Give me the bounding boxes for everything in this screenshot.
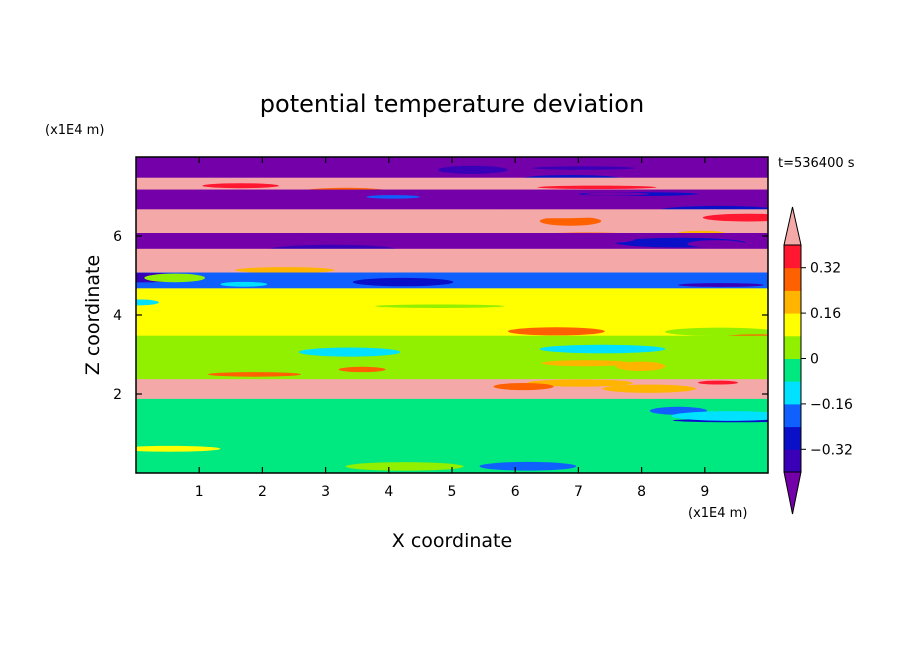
colorbar-tick-label: 0 xyxy=(810,352,819,368)
contour-blob xyxy=(366,195,421,199)
contour-blob xyxy=(404,201,507,212)
colorbar-band xyxy=(784,267,801,291)
contour-blob xyxy=(144,273,206,283)
contour-blob xyxy=(526,379,633,387)
contour-blob xyxy=(136,445,221,452)
colorbar-tick-label: 0.16 xyxy=(810,306,841,322)
x-tick-label: 5 xyxy=(448,484,457,500)
x-tick-label: 3 xyxy=(321,484,330,500)
x-axis: 1 2 3 4 5 6 7 8 9 xyxy=(195,157,709,500)
y-axis: 2 4 6 xyxy=(113,229,768,403)
contour-blob xyxy=(220,281,268,287)
contour-blob xyxy=(688,303,768,312)
contour-blob xyxy=(298,347,401,357)
contour-blob xyxy=(390,261,446,269)
contour-blob xyxy=(531,166,635,170)
contour-blob xyxy=(366,183,485,191)
colorbar-tick-label: 0.32 xyxy=(810,261,841,277)
contour-blob xyxy=(437,165,508,174)
y-tick-label: 2 xyxy=(113,387,122,403)
contour-blob xyxy=(280,256,370,261)
y-axis-label: Z coordinate xyxy=(82,255,104,375)
colorbar: 0.32 0.16 0 −0.16 −0.32 xyxy=(783,206,853,515)
contour-blob xyxy=(477,215,601,219)
colorbar-band xyxy=(784,335,801,359)
contour-blob xyxy=(493,383,554,391)
contour-blob xyxy=(665,327,768,336)
contour-blob xyxy=(222,227,314,231)
contour-blob xyxy=(697,380,739,385)
contour-blob xyxy=(541,360,630,367)
contour-blob xyxy=(375,304,505,308)
contour-blob xyxy=(240,235,346,245)
colorbar-top-arrow xyxy=(783,206,802,246)
contour-blob xyxy=(656,351,721,360)
x-tick-label: 6 xyxy=(511,484,520,500)
contour-blob xyxy=(537,185,657,190)
contour-blob xyxy=(248,197,342,204)
y-tick-label: 6 xyxy=(113,229,122,245)
contour-blob xyxy=(671,411,768,421)
contour-blob xyxy=(539,216,602,226)
contour-blob xyxy=(136,221,185,227)
contour-blob xyxy=(402,249,511,256)
y-tick-label: 4 xyxy=(113,308,122,324)
colorbar-band xyxy=(784,245,801,269)
colorbar-band xyxy=(784,358,801,382)
contour-band xyxy=(136,288,768,342)
x-axis-label: X coordinate xyxy=(392,530,512,552)
contour-blob xyxy=(687,240,746,248)
x-tick-label: 8 xyxy=(637,484,646,500)
contour-blob xyxy=(479,461,577,471)
contour-blob xyxy=(208,372,302,377)
contour-blob xyxy=(352,277,454,287)
colorbar-band xyxy=(784,313,801,337)
colorbar-tick-label: −0.16 xyxy=(810,397,853,413)
contour-blob xyxy=(565,235,636,244)
colorbar-band xyxy=(784,290,801,314)
contour-blob xyxy=(584,192,650,196)
x-tick-label: 4 xyxy=(384,484,393,500)
colorbar-bottom-arrow xyxy=(783,471,802,515)
colorbar-band xyxy=(784,403,801,428)
contour-blob xyxy=(235,267,335,274)
chart-title: potential temperature deviation xyxy=(260,90,644,118)
contour-blob xyxy=(678,283,764,287)
contour-blob xyxy=(202,183,279,189)
contour-blob xyxy=(619,455,670,466)
colorbar-band xyxy=(784,426,801,450)
time-label: t=536400 s xyxy=(778,156,855,171)
contour-blob xyxy=(602,384,696,393)
contour-blob xyxy=(507,327,605,336)
y-unit-label: (x1E4 m) xyxy=(45,123,104,138)
contour-band xyxy=(136,335,768,386)
x-tick-label: 2 xyxy=(258,484,267,500)
contour-blob xyxy=(338,366,386,373)
contour-blob xyxy=(418,179,497,184)
contour-blob xyxy=(539,344,666,354)
colorbar-band xyxy=(784,449,801,473)
contour-blob xyxy=(350,322,436,329)
x-tick-label: 1 xyxy=(195,484,204,500)
colorbar-tick-label: −0.32 xyxy=(810,442,853,458)
colorbar-band xyxy=(784,381,801,405)
contour-blob xyxy=(136,171,198,177)
contour-blob xyxy=(702,213,768,222)
contour-blob xyxy=(345,462,464,471)
contour-blob xyxy=(136,299,159,306)
x-unit-label: (x1E4 m) xyxy=(688,506,747,521)
contour-blob xyxy=(509,192,563,199)
x-tick-label: 9 xyxy=(700,484,709,500)
contour-field xyxy=(136,157,768,473)
x-tick-label: 7 xyxy=(574,484,583,500)
